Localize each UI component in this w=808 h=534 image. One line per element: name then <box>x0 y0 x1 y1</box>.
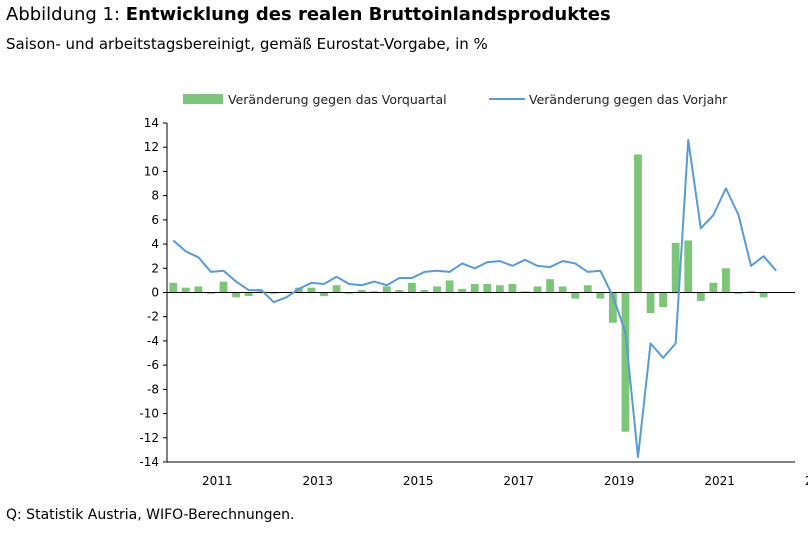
quarterly-bar <box>445 280 454 293</box>
title-main: Entwicklung des realen Bruttoinlandsprod… <box>125 4 611 25</box>
chart-legend: Veränderung gegen das Vorquartal Veränder… <box>183 92 728 107</box>
y-tick-label: 8 <box>151 189 159 203</box>
y-tick-label: 6 <box>151 213 159 227</box>
quarterly-bar <box>533 286 542 293</box>
y-tick-label: -12 <box>139 431 159 445</box>
legend-bars-label: Veränderung gegen das Vorquartal <box>228 92 447 107</box>
quarterly-bar <box>219 281 228 293</box>
title-prefix: Abbildung 1: <box>6 4 126 25</box>
quarterly-bar <box>294 287 303 293</box>
quarterly-bar <box>546 279 554 293</box>
x-tick-label: 2021 <box>704 474 735 488</box>
quarterly-bar <box>646 292 655 314</box>
quarterly-bar <box>433 286 441 293</box>
x-tick-label: 2023 <box>805 474 808 488</box>
quarterly-bar <box>332 285 341 293</box>
quarterly-bar <box>583 285 592 293</box>
y-tick-label: -6 <box>147 358 159 372</box>
quarterly-bar <box>408 282 416 293</box>
y-tick-label: -4 <box>147 334 159 348</box>
quarterly-bar <box>659 292 668 308</box>
quarterly-bar <box>244 292 253 297</box>
source-note: Q: Statistik Austria, WIFO-Berechnungen. <box>6 507 295 523</box>
quarterly-bar <box>671 242 680 293</box>
quarterly-bar <box>696 292 705 301</box>
chart-subtitle: Saison- und arbeitstagsbereinigt, gemäß … <box>6 35 488 53</box>
quarterly-bar <box>759 292 768 298</box>
legend-line-label: Veränderung gegen das Vorjahr <box>529 92 728 107</box>
y-tick-label: 2 <box>151 261 159 275</box>
quarterly-bar <box>571 292 580 299</box>
y-tick-label: 12 <box>144 140 159 154</box>
quarterly-bar <box>621 292 630 432</box>
y-tick-label: 0 <box>151 286 159 300</box>
quarterly-bar <box>521 291 529 293</box>
x-tick-label: 2017 <box>503 474 534 488</box>
quarterly-bar <box>608 292 617 323</box>
quarterly-bar <box>207 292 215 294</box>
quarterly-bar <box>709 282 718 293</box>
chart-title: Abbildung 1: Entwicklung des realen Brut… <box>6 4 611 25</box>
quarterly-bar <box>722 268 730 293</box>
quarterly-bar <box>395 290 404 293</box>
y-tick-label: -8 <box>147 382 159 396</box>
quarterly-bar <box>269 292 278 294</box>
quarterly-bar <box>684 240 693 293</box>
quarterly-bar <box>495 285 504 293</box>
quarterly-bar <box>181 287 190 293</box>
quarterly-bar <box>508 284 517 293</box>
quarterly-bar <box>169 282 178 293</box>
x-tick-label: 2019 <box>604 474 635 488</box>
quarterly-bar <box>734 292 743 294</box>
quarterly-bar <box>596 292 605 299</box>
quarterly-bar <box>747 291 755 293</box>
y-tick-label: -14 <box>139 455 159 469</box>
quarterly-bar <box>420 290 429 293</box>
x-tick-label: 2015 <box>403 474 434 488</box>
quarterly-bar <box>370 291 379 293</box>
y-tick-label: 4 <box>151 237 159 251</box>
quarterly-bar <box>470 284 479 293</box>
quarterly-bar <box>345 292 354 294</box>
yoy-line <box>172 138 777 459</box>
quarterly-bar <box>458 288 467 293</box>
y-axis: 14 12 10 8 6 4 2 0 -2 -4 -6 -8 -10 -12 -14 <box>139 116 168 469</box>
quarterly-bar <box>320 292 328 297</box>
y-tick-label: -10 <box>139 407 159 421</box>
quarterly-bar <box>194 286 203 293</box>
quarterly-bar <box>357 290 366 293</box>
legend-bar-swatch <box>183 94 223 104</box>
quarterly-bar <box>232 292 240 298</box>
quarterly-bar <box>307 287 316 293</box>
quarterly-bars <box>169 154 768 432</box>
quarterly-bar <box>634 154 642 293</box>
quarterly-bar <box>257 291 266 293</box>
y-tick-label: 10 <box>144 164 159 178</box>
y-tick-label: -2 <box>147 310 159 324</box>
quarterly-bar <box>483 284 492 293</box>
quarterly-bar <box>382 286 391 293</box>
yoy-line-group <box>172 138 777 459</box>
x-tick-label: 2011 <box>202 474 233 488</box>
x-tick-label: 2013 <box>302 474 333 488</box>
quarterly-bar <box>558 286 567 293</box>
y-tick-label: 14 <box>144 116 159 130</box>
x-axis: 2011 2013 2015 2017 2019 2021 2023 <box>167 461 808 488</box>
